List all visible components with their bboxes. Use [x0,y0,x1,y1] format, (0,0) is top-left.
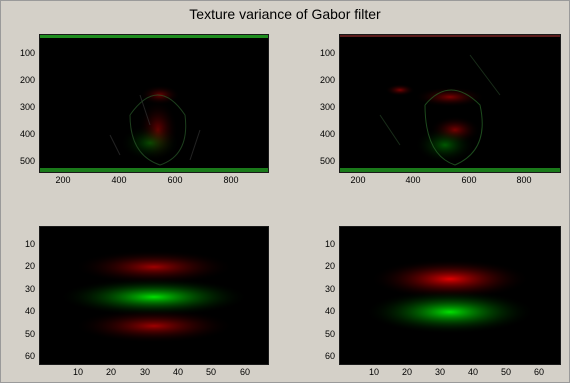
x-tick-label: 20 [105,367,116,377]
x-tick-label: 20 [401,367,412,377]
x-tick-label: 200 [350,175,366,185]
y-tick-label: 100 [19,48,35,58]
x-tick-label: 10 [368,367,379,377]
x-tick-label: 50 [500,367,511,377]
y-tick-label: 500 [19,156,35,166]
y-tick-label: 10 [324,239,335,249]
y-tick-label: 40 [324,306,335,316]
x-tick-label: 400 [111,175,127,185]
texture-left-svg [40,35,268,172]
x-tick-label: 50 [205,367,216,377]
gabor-kernel-odd-image[interactable] [39,226,269,365]
y-tick-label: 300 [19,102,35,112]
y-tick-label: 400 [319,129,335,139]
x-tick-label: 40 [172,367,183,377]
y-tick-label: 10 [24,239,35,249]
x-tick-label: 60 [239,367,250,377]
y-tick-label: 30 [324,284,335,294]
y-tick-label: 20 [324,261,335,271]
x-tick-label: 60 [533,367,544,377]
y-tick-label: 50 [24,329,35,339]
x-tick-label: 40 [467,367,478,377]
x-tick-label: 200 [55,175,71,185]
x-tick-label: 800 [516,175,532,185]
x-tick-label: 30 [434,367,445,377]
texture-variance-left-image[interactable] [39,34,269,173]
texture-variance-right-image[interactable] [339,34,561,173]
y-tick-label: 60 [24,351,35,361]
y-tick-label: 30 [24,284,35,294]
x-tick-label: 800 [223,175,239,185]
y-tick-label: 60 [324,351,335,361]
x-tick-label: 30 [139,367,150,377]
gabor-odd-svg [59,250,249,343]
x-tick-label: 10 [72,367,83,377]
y-tick-label: 50 [324,329,335,339]
y-tick-label: 100 [319,48,335,58]
y-tick-label: 300 [319,102,335,112]
x-tick-label: 600 [167,175,183,185]
y-tick-label: 200 [319,75,335,85]
figure-title: Texture variance of Gabor filter [189,6,381,22]
y-tick-label: 500 [319,156,335,166]
gabor-kernel-even-image[interactable] [339,226,561,365]
texture-right-svg [340,35,560,172]
x-tick-label: 600 [461,175,477,185]
y-tick-label: 20 [24,261,35,271]
x-tick-label: 400 [405,175,421,185]
y-tick-label: 400 [19,129,35,139]
y-tick-label: 40 [24,306,35,316]
y-tick-label: 200 [19,75,35,85]
gabor-even-svg [365,259,535,334]
